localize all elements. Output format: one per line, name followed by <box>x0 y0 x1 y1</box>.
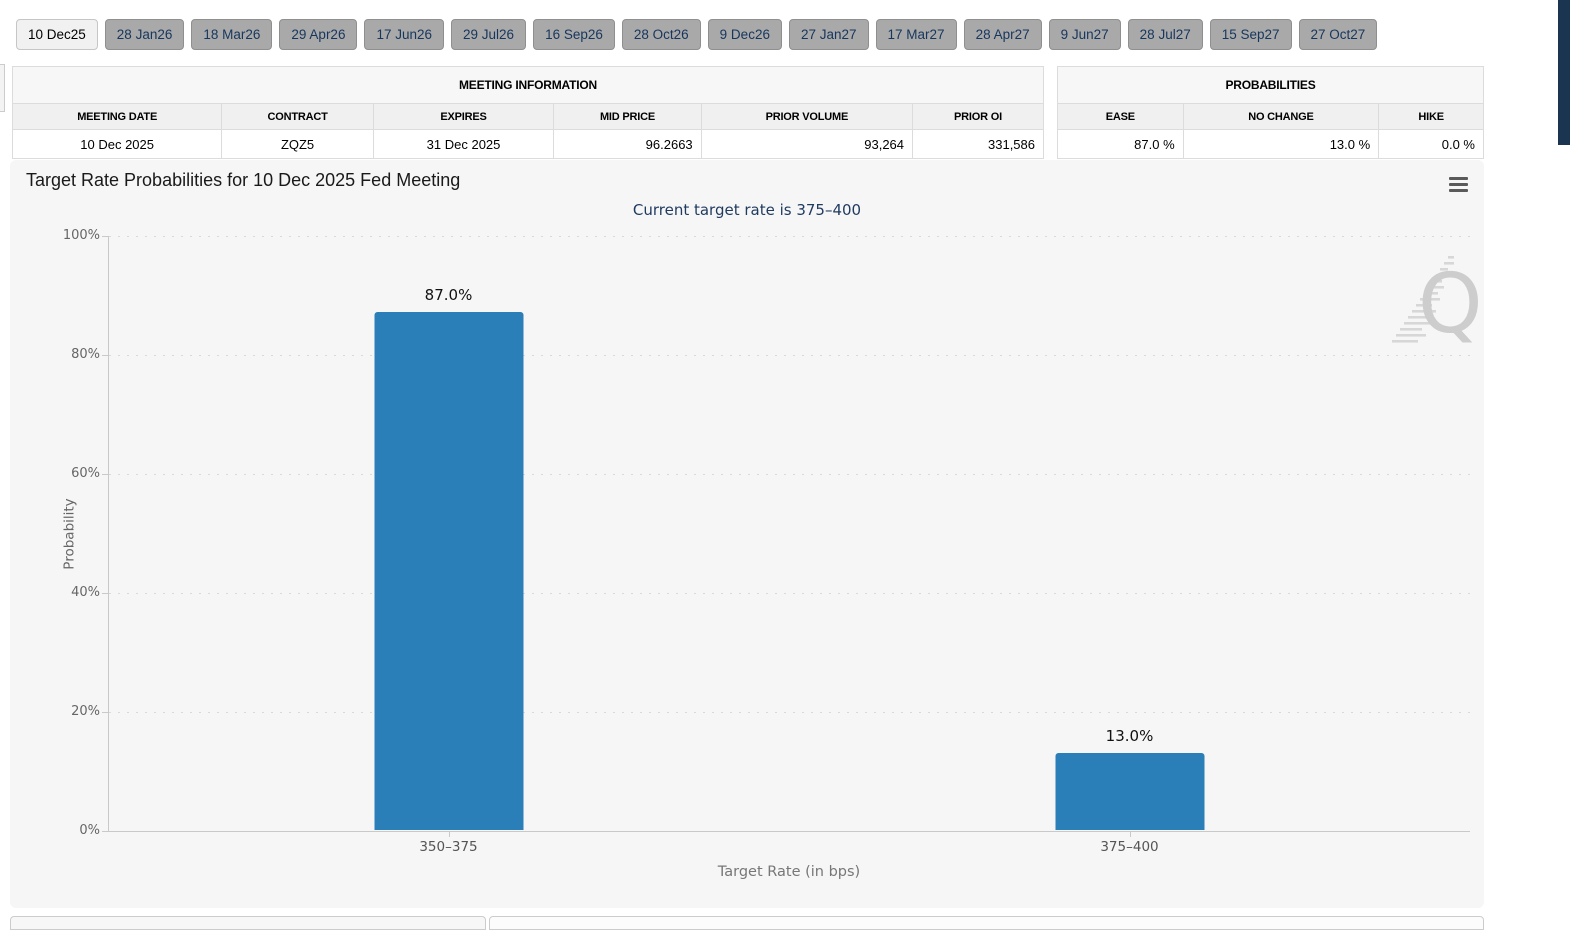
hamburger-icon[interactable] <box>1449 177 1468 192</box>
y-tick-20: 20% <box>71 704 100 719</box>
tab-meeting-2[interactable]: 18 Mar26 <box>191 19 273 50</box>
x-axis-title: Target Rate (in bps) <box>717 864 861 880</box>
tab-meeting-11[interactable]: 28 Apr27 <box>963 19 1042 50</box>
contract-value: ZQZ5 <box>221 129 374 159</box>
tab-meeting-15[interactable]: 27 Oct27 <box>1298 19 1378 50</box>
tab-meeting-7[interactable]: 28 Oct26 <box>621 19 701 50</box>
tab-meeting-4[interactable]: 17 Jun26 <box>364 19 445 50</box>
col-hike: HIKE <box>1378 103 1484 130</box>
meeting-info-row: 10 Dec 2025 ZQZ5 31 Dec 2025 96.2663 93,… <box>11 129 1044 159</box>
tab-meeting-5[interactable]: 29 Jul26 <box>451 19 527 50</box>
col-prior-oi: PRIOR OI <box>912 103 1044 130</box>
tab-meeting-10[interactable]: 17 Mar27 <box>875 19 957 50</box>
gridline-40 <box>109 593 1471 594</box>
meeting-date-tabbar: 10 Dec25 28 Jan26 18 Mar26 29 Apr26 17 J… <box>16 19 1378 50</box>
tab-meeting-9[interactable]: 27 Jan27 <box>788 19 869 50</box>
tab-meeting-3[interactable]: 29 Apr26 <box>279 19 358 50</box>
plot-area: 100% 80% 60% 40% 20% 0% Probability 87.0… <box>62 228 1471 880</box>
prior-volume-value: 93,264 <box>700 129 914 159</box>
tab-meeting-1[interactable]: 28 Jan26 <box>104 19 185 50</box>
col-mid-price: MID PRICE <box>553 103 702 130</box>
no-change-value: 13.0 % <box>1182 129 1380 159</box>
mid-price-value: 96.2663 <box>553 129 702 159</box>
col-no-change: NO CHANGE <box>1182 103 1380 130</box>
category-slot-350-375: 87.0% <box>108 236 789 837</box>
tab-meeting-14[interactable]: 15 Sep27 <box>1209 19 1292 50</box>
gridline-20 <box>109 712 1471 713</box>
y-tick-0: 0% <box>79 823 100 838</box>
tab-meeting-13[interactable]: 28 Jul27 <box>1127 19 1203 50</box>
col-meeting-date: MEETING DATE <box>11 103 223 130</box>
next-section-panel-left <box>10 916 486 930</box>
col-prior-volume: PRIOR VOLUME <box>700 103 914 130</box>
meeting-information-table: MEETING INFORMATION MEETING DATE CONTRAC… <box>11 66 1044 159</box>
x-tick-375-400: 375–400 <box>1100 839 1159 855</box>
expires-value: 31 Dec 2025 <box>372 129 555 159</box>
tab-meeting-6[interactable]: 16 Sep26 <box>533 19 615 50</box>
col-ease: EASE <box>1057 103 1184 130</box>
probabilities-row: 87.0 % 13.0 % 0.0 % <box>1057 129 1484 159</box>
gridline-100 <box>109 236 1471 237</box>
bar-value-label: 13.0% <box>1105 726 1154 745</box>
target-rate-probabilities-chart: Target Rate Probabilities for 10 Dec 202… <box>10 160 1484 908</box>
x-tick-350-375: 350–375 <box>419 839 478 855</box>
gridline-80 <box>109 355 1471 356</box>
meeting-date-value: 10 Dec 2025 <box>11 129 223 159</box>
chart-subtitle: Current target rate is 375–400 <box>632 201 862 219</box>
col-expires: EXPIRES <box>372 103 555 130</box>
clipped-left-panel-edge <box>0 64 5 112</box>
meeting-info-title: MEETING INFORMATION <box>12 66 1044 104</box>
quikstrike-q-logo-watermark: Q <box>1392 256 1483 352</box>
y-axis-title: Probability <box>61 497 78 570</box>
tab-meeting-12[interactable]: 9 Jun27 <box>1048 19 1121 50</box>
gridline-60 <box>109 474 1471 475</box>
probabilities-title: PROBABILITIES <box>1057 66 1484 104</box>
right-navy-scroll-strip[interactable] <box>1558 0 1570 145</box>
chart-title: Target Rate Probabilities for 10 Dec 202… <box>26 170 461 190</box>
x-axis-line <box>108 831 1470 832</box>
y-axis-line <box>108 236 109 832</box>
tab-meeting-0[interactable]: 10 Dec25 <box>16 19 98 50</box>
y-tick-40: 40% <box>71 585 100 600</box>
y-tick-60: 60% <box>71 466 100 481</box>
category-slot-375-400: 13.0% <box>789 236 1470 837</box>
col-contract: CONTRACT <box>221 103 374 130</box>
next-section-panel-right <box>489 916 1484 930</box>
y-tick-100: 100% <box>62 228 100 243</box>
svg-text:Q: Q <box>1418 257 1483 352</box>
bar-350-375[interactable] <box>374 312 523 830</box>
bar-value-label: 87.0% <box>424 286 473 305</box>
hike-value: 0.0 % <box>1378 129 1484 159</box>
probabilities-table: PROBABILITIES EASE NO CHANGE HIKE 87.0 %… <box>1057 66 1484 159</box>
prior-oi-value: 331,586 <box>912 129 1044 159</box>
y-tick-80: 80% <box>71 347 100 362</box>
ease-value: 87.0 % <box>1057 129 1184 159</box>
bar-375-400[interactable] <box>1055 752 1204 830</box>
tab-meeting-8[interactable]: 9 Dec26 <box>707 19 782 50</box>
